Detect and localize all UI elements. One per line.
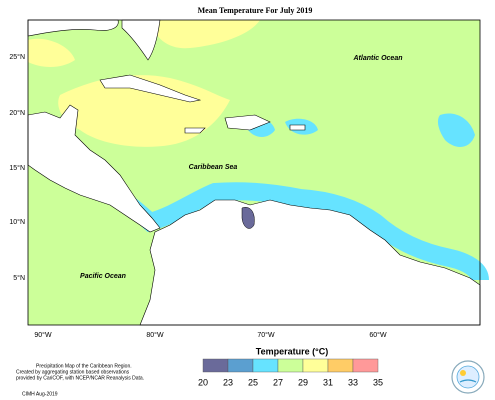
legend-tick-label: 27 [273,377,283,387]
cool-area [437,113,475,147]
legend-tick-label: 31 [323,377,333,387]
lat-tick-label: 25°N [9,53,25,61]
land [121,19,161,61]
warm-area [28,38,75,67]
legend-swatch [252,358,279,373]
legend-title: Temperature (°C) [256,346,328,356]
lat-tick-label: 20°N [9,109,25,117]
legend-tick-label: 20 [198,377,208,387]
warm-area [150,20,260,49]
legend-tick-label: 23 [223,377,233,387]
ocean-label: Atlantic Ocean [352,55,402,62]
axes: 90°W 80°W 70°W 60°W 25°N 20°N 15°N 10°N … [9,53,387,339]
footnote-line: Precipitation Map of the Caribbean Regio… [36,363,132,369]
legend-tick-label: 35 [373,377,383,387]
map-frame [27,19,481,326]
footnote-line: provided by CariCOF, with NCEP/NCAR Rean… [16,375,144,381]
title: Mean Temperature For July 2019 [198,6,313,15]
island [224,114,271,131]
legend-tick-label: 29 [298,377,308,387]
lon-tick-label: 80°W [146,331,164,339]
land [27,19,119,37]
map: Atlantic Ocean Caribbean Sea Pacific Oce… [27,19,489,326]
footnote: Precipitation Map of the Caribbean Regio… [16,363,144,397]
island [289,124,306,131]
legend-tick-label: 25 [248,377,258,387]
legend-swatch [202,358,229,373]
lake [241,207,255,229]
land [27,104,161,233]
footnote-line: Created by aggregating station based obs… [16,369,130,375]
legend-swatch [302,358,329,373]
legend: Temperature (°C) 20 23 25 27 29 31 33 35 [198,346,383,387]
footnote-credit: CIMH Aug-2019 [22,391,58,397]
lat-tick-label: 10°N [9,218,25,226]
legend-swatch [352,358,379,373]
lon-tick-label: 70°W [257,331,275,339]
logo [451,360,485,394]
island [99,74,202,103]
legend-tick-label: 33 [348,377,358,387]
lon-tick-label: 60°W [369,331,387,339]
lat-tick-label: 15°N [9,164,25,172]
lat-tick-label: 5°N [13,274,25,282]
legend-swatch [227,358,254,373]
legend-swatch [327,358,354,373]
ocean-label: Caribbean Sea [189,164,238,171]
island [184,127,206,134]
lon-tick-label: 90°W [34,331,52,339]
ocean-label: Pacific Ocean [80,273,126,280]
legend-swatch [277,358,304,373]
